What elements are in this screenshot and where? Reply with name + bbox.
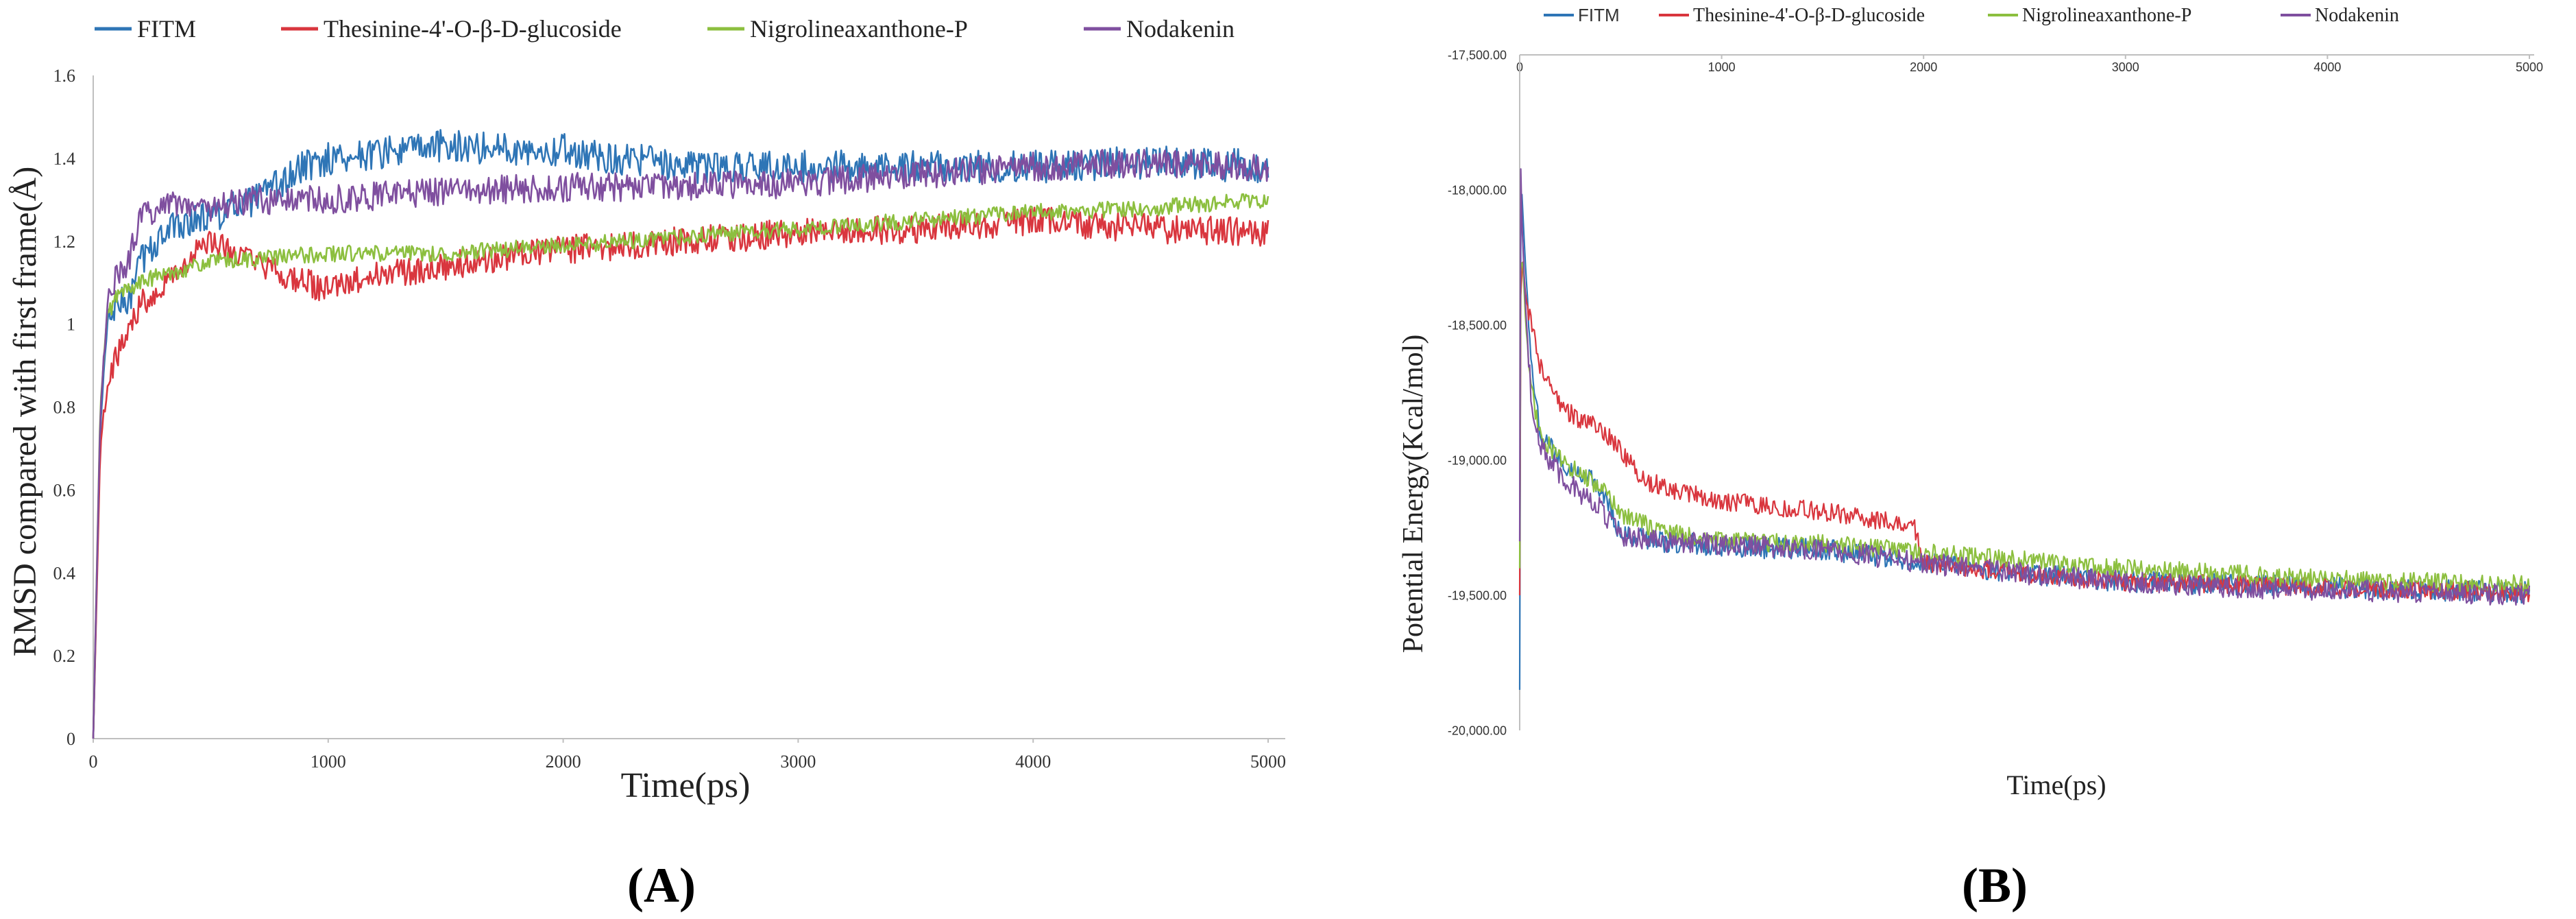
y-ticks-a: 0 0.2 0.4 0.6 0.8 1 1.2 1.4 1.6 bbox=[53, 66, 76, 749]
legend-a-label-nodakenin: Nodakenin bbox=[1126, 15, 1235, 43]
series-line-b-fitm bbox=[1518, 193, 2531, 690]
legend-a-label-thesinine: Thesinine-4'-O-β-D-glucoside bbox=[324, 15, 622, 43]
panel-label-b: (B) bbox=[1962, 858, 2028, 913]
x-tick-label-b: 2000 bbox=[1910, 60, 1937, 74]
x-tick-label-a: 5000 bbox=[1250, 752, 1286, 772]
legend-b-label-fitm: FITM bbox=[1578, 5, 1620, 25]
y-tick-label-b: -20,000.00 bbox=[1448, 724, 1507, 737]
series-group-a bbox=[92, 129, 1269, 739]
chart-a: FITM Thesinine-4'-O-β-D-glucoside Nigrol… bbox=[7, 15, 1286, 913]
x-axis-label-a: Time(ps) bbox=[621, 766, 751, 805]
series-line-b-thesinine bbox=[1518, 261, 2531, 603]
y-tick-label-b: -17,500.00 bbox=[1448, 48, 1507, 62]
x-tick-label-a: 1000 bbox=[311, 752, 346, 772]
series-line-a-nigrolineaxanthone bbox=[92, 193, 1269, 739]
series-group-b bbox=[1518, 168, 2531, 690]
legend-b-label-thesinine: Thesinine-4'-O-β-D-glucoside bbox=[1693, 5, 1925, 26]
series-line-a-nodakenin bbox=[92, 149, 1269, 739]
legend-a-label-nigrolineaxanthone: Nigrolineaxanthone-P bbox=[750, 15, 968, 43]
series-line-b-nodakenin bbox=[1518, 168, 2531, 606]
y-tick-label-a: 0 bbox=[66, 729, 75, 749]
x-tick-label-b: 1000 bbox=[1708, 60, 1736, 74]
panel-label-a: (A) bbox=[627, 858, 696, 913]
y-tick-label-a: 0.8 bbox=[53, 398, 76, 418]
y-tick-label-a: 0.2 bbox=[53, 646, 76, 666]
legend-b: FITM Thesinine-4'-O-β-D-glucoside Nigrol… bbox=[1544, 5, 2399, 26]
x-tick-label-a: 3000 bbox=[780, 752, 816, 772]
y-tick-label-a: 1.6 bbox=[53, 66, 76, 86]
x-tick-label-b: 5000 bbox=[2516, 60, 2543, 74]
chart-b: FITM Thesinine-4'-O-β-D-glucoside Nigrol… bbox=[1398, 5, 2543, 913]
legend-a: FITM Thesinine-4'-O-β-D-glucoside Nigrol… bbox=[95, 15, 1235, 43]
series-line-a-thesinine bbox=[92, 206, 1269, 739]
y-axis-label-a: RMSD compared with first frame(Å) bbox=[7, 167, 43, 657]
legend-b-label-nigrolineaxanthone: Nigrolineaxanthone-P bbox=[2022, 5, 2191, 26]
x-tick-label-b: 4000 bbox=[2313, 60, 2341, 74]
y-tick-label-b: -18,000.00 bbox=[1448, 183, 1507, 197]
x-axis-label-b: Time(ps) bbox=[2006, 769, 2106, 800]
x-tick-label-a: 4000 bbox=[1015, 752, 1051, 772]
series-line-a-fitm bbox=[92, 129, 1269, 739]
x-tick-label-a: 0 bbox=[89, 752, 98, 772]
legend-b-label-nodakenin: Nodakenin bbox=[2315, 5, 2399, 26]
y-tick-label-a: 1.4 bbox=[53, 149, 76, 169]
y-axis-label-b: Potential Energy(Kcal/mol) bbox=[1398, 335, 1429, 654]
y-ticks-b: -17,500.00 -18,000.00 -18,500.00 -19,000.00… bbox=[1448, 48, 1507, 737]
x-ticks-a: 0 1000 2000 3000 4000 5000 bbox=[89, 739, 1286, 772]
y-tick-label-a: 1.2 bbox=[53, 232, 76, 252]
y-tick-label-b: -19,500.00 bbox=[1448, 588, 1507, 602]
legend-a-label-fitm: FITM bbox=[137, 15, 196, 43]
y-tick-label-a: 1 bbox=[66, 315, 75, 335]
x-tick-label-a: 2000 bbox=[546, 752, 581, 772]
y-tick-label-b: -18,500.00 bbox=[1448, 318, 1507, 332]
y-tick-label-b: -19,000.00 bbox=[1448, 453, 1507, 467]
x-tick-label-b: 3000 bbox=[2112, 60, 2139, 74]
y-tick-label-a: 0.4 bbox=[53, 563, 76, 583]
y-tick-label-a: 0.6 bbox=[53, 480, 76, 500]
